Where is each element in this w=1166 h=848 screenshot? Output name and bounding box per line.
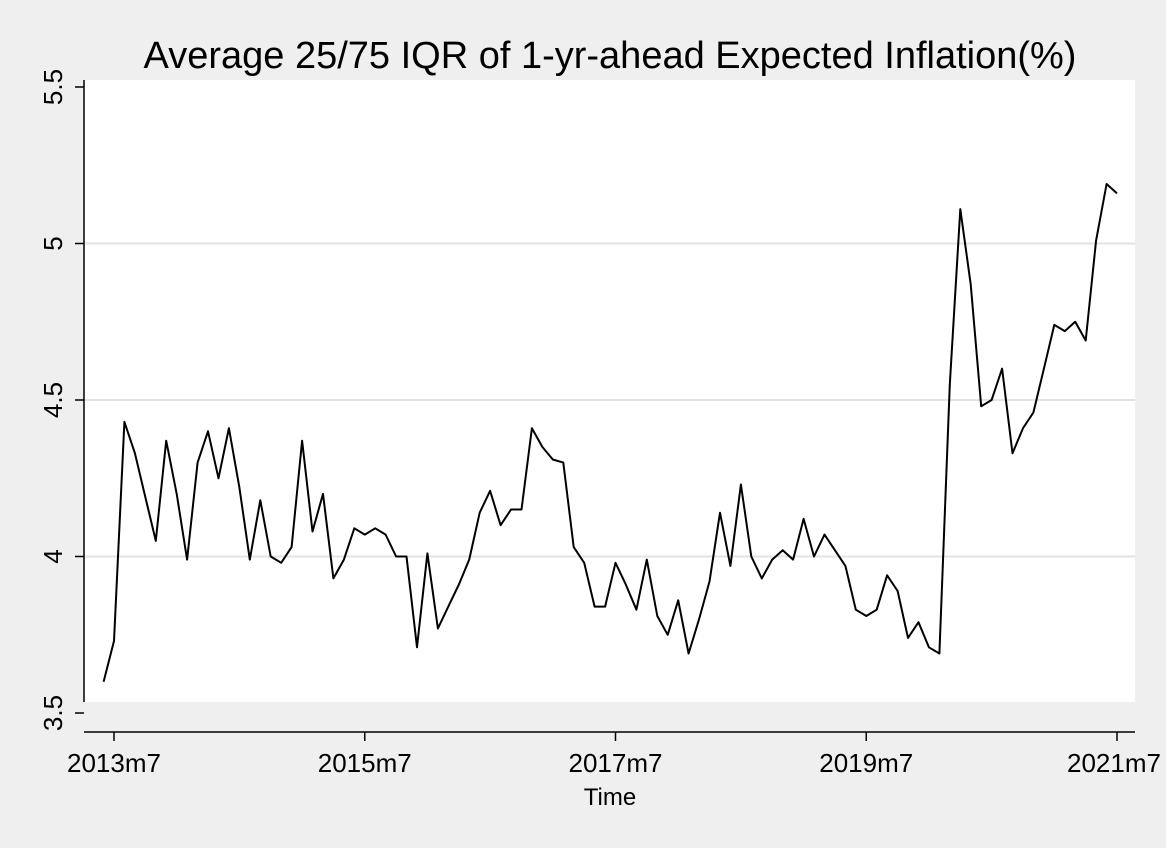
x-tick-label: 2021m7	[1067, 748, 1161, 778]
y-tick-label: 4.5	[38, 382, 68, 418]
x-tick-label: 2013m7	[67, 748, 161, 778]
gridlines	[84, 242, 1135, 558]
series-line	[102, 183, 1118, 682]
y-tick-label: 3.5	[38, 695, 68, 731]
x-tick-label: 2015m7	[318, 748, 412, 778]
plot-area	[84, 80, 1135, 702]
y-ticks: 3.5 4 4.5 5 5.5	[38, 69, 84, 731]
y-tick-label: 5	[38, 236, 68, 250]
x-tick-label: 2017m7	[569, 748, 663, 778]
y-tick-label: 4	[38, 549, 68, 563]
x-axis-label: Time	[584, 784, 636, 811]
y-tick-label: 5.5	[38, 69, 68, 105]
chart-title: Average 25/75 IQR of 1-yr-ahead Expected…	[144, 35, 1077, 77]
x-ticks: 2013m7 2015m7 2017m7 2019m7 2021m7	[67, 732, 1161, 778]
x-tick-label: 2019m7	[819, 748, 913, 778]
